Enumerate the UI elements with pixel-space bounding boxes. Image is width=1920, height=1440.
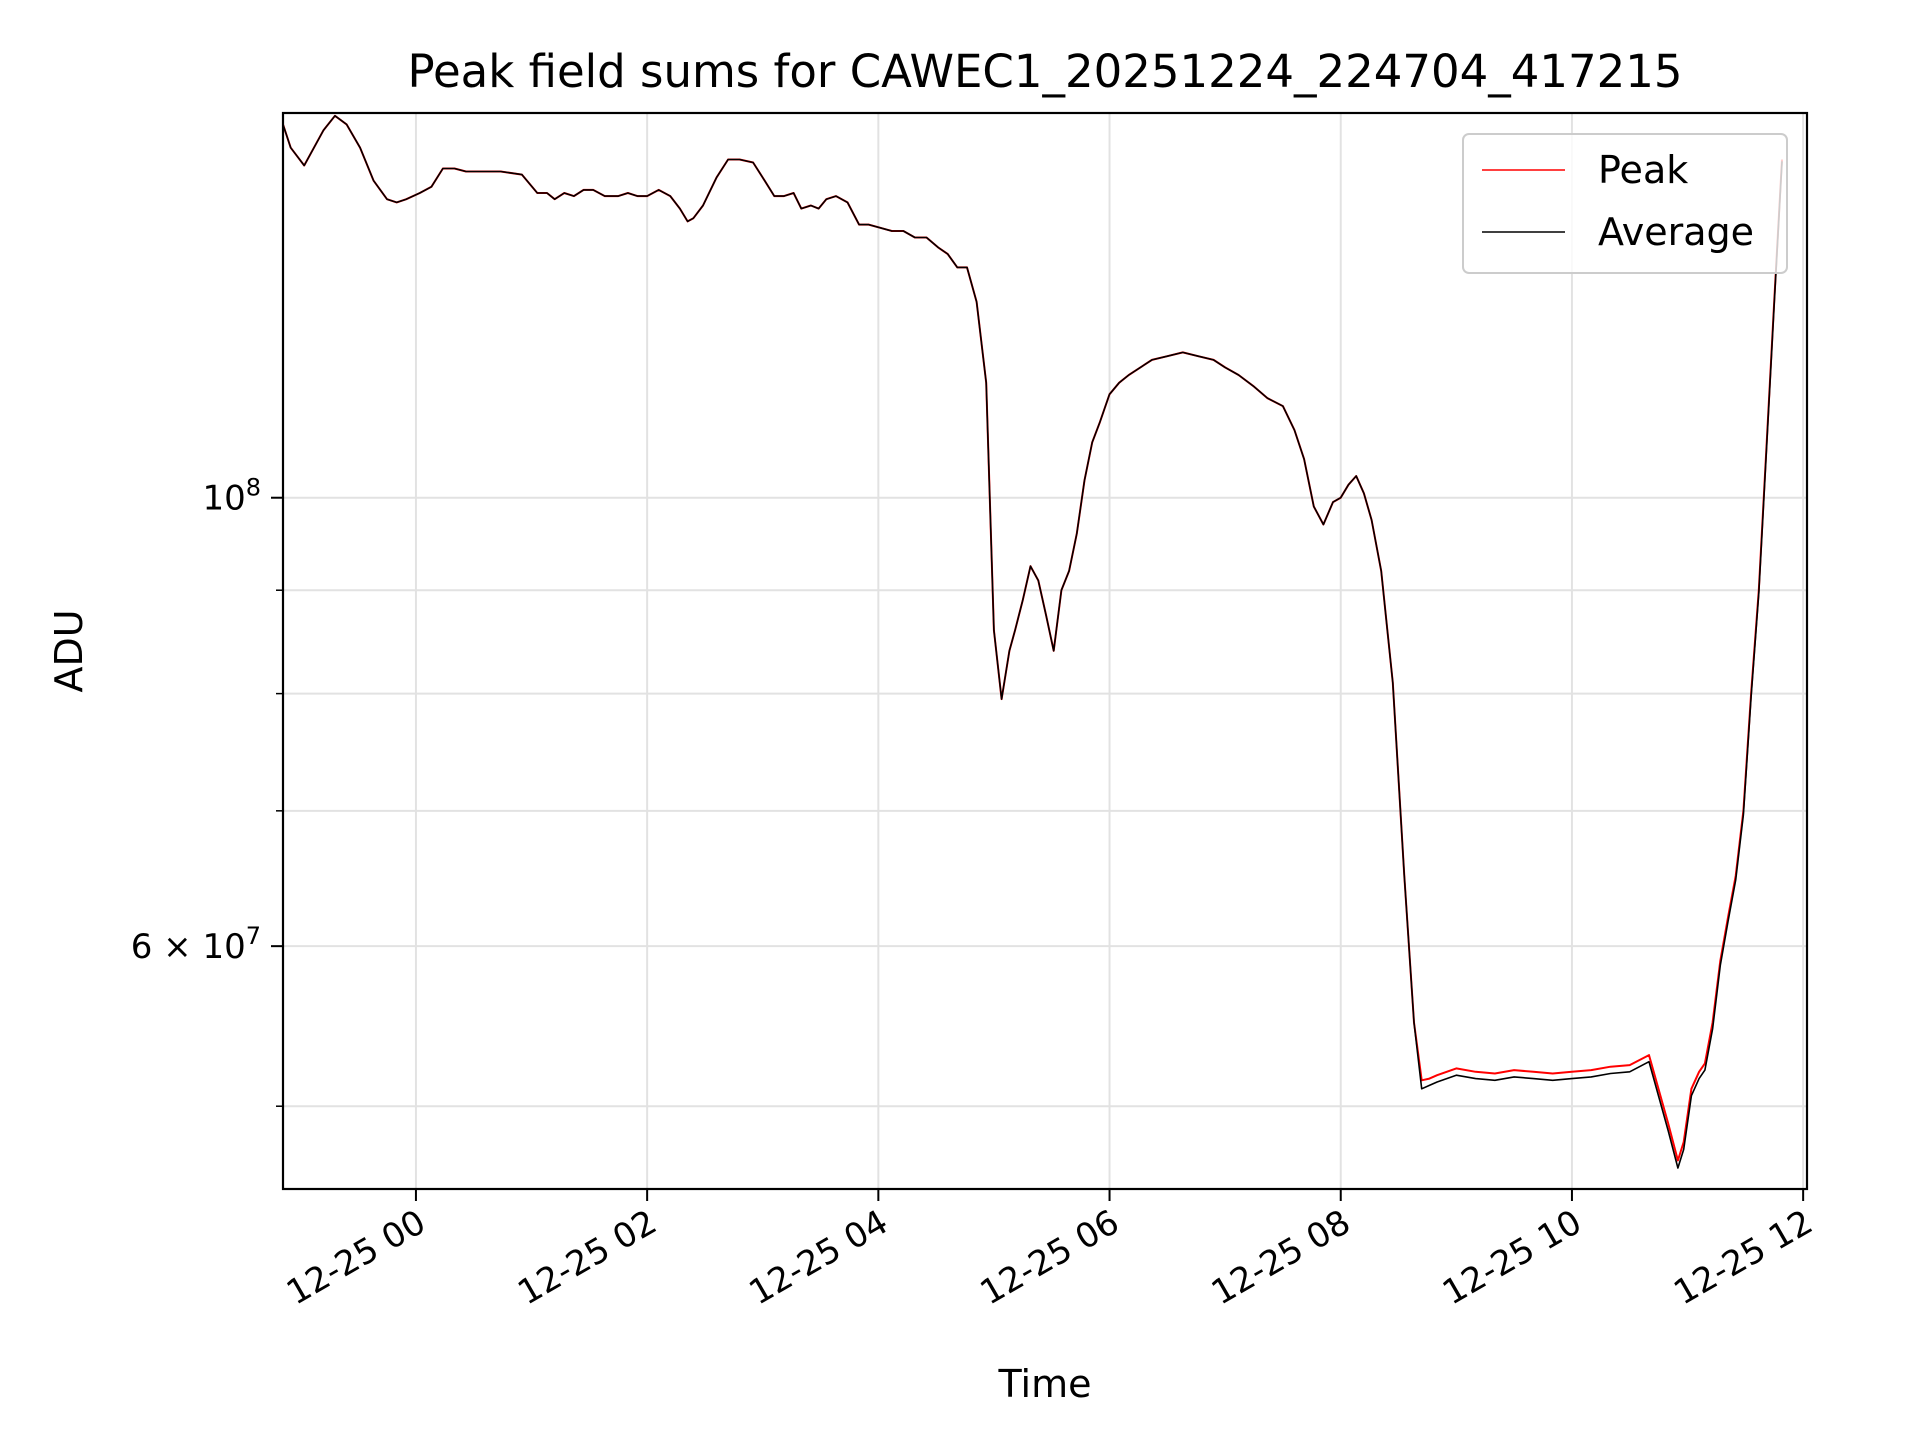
legend: Peak Average bbox=[1462, 133, 1788, 274]
y-tick-label: 108 bbox=[202, 474, 261, 519]
y-tick-label-exp: 7 bbox=[246, 922, 261, 950]
legend-label-peak: Peak bbox=[1598, 148, 1688, 192]
y-tick-label-exp: 8 bbox=[246, 474, 261, 502]
y-tick-label: 6 × 107 bbox=[131, 922, 261, 967]
series-layer bbox=[283, 114, 1783, 1169]
grid-layer bbox=[283, 113, 1807, 1189]
y-tick-label-base: 10 bbox=[202, 479, 245, 519]
y-axis-label: ADU bbox=[47, 609, 91, 692]
chart-title: Peak field sums for CAWEC1_20251224_2247… bbox=[407, 45, 1682, 98]
plot-area bbox=[283, 114, 1783, 1169]
legend-box bbox=[1462, 133, 1788, 274]
x-axis-label: Time bbox=[998, 1362, 1092, 1406]
legend-label-average: Average bbox=[1598, 210, 1754, 254]
y-tick-label-coef: 6 × bbox=[131, 927, 203, 967]
y-tick-label-base: 10 bbox=[202, 927, 245, 967]
plot-frame bbox=[281, 111, 1809, 1191]
series-line-average bbox=[283, 115, 1783, 1169]
